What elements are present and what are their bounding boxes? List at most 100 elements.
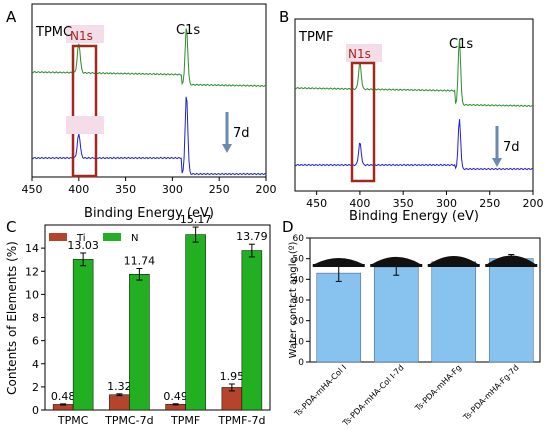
x-tick-label: 300 [436,197,457,210]
y-tick-label: 60 [293,234,305,244]
panel-label-c: C [6,218,16,236]
x-labels-c: TPMC TPMC-7d TPMF TPMF-7d [57,414,266,427]
x-tick-label: 400 [349,197,370,210]
element-bar-chart: 0 2 4 6 8 10 12 14 0.48 13.03 1.32 11.74 0.49 15.17 1… [5,213,271,427]
bar-n [241,250,263,411]
y-tick-label: 0 [32,404,39,417]
arrow-7d-b [492,126,502,167]
y-tick-label: 8 [32,312,39,325]
x-tick-label: 350 [393,197,414,210]
arrow-7d-a [222,112,232,153]
bar [316,272,362,363]
n1s-highlight-b [350,61,376,183]
droplet-icon [429,256,478,264]
bars-c: 0.48 13.03 1.32 11.74 0.49 15.17 1.95 13.79 [51,213,268,411]
n1s-label-bg-a [66,116,104,134]
y-ticks-d: 0 10 20 30 40 50 60 [293,234,310,368]
sample-label-a: TPMC [35,25,72,40]
x-tick-label: 300 [162,183,183,196]
category-label: Ts-PDA-mHA-Col I [292,363,348,419]
x-tick-label: 450 [306,197,327,210]
plot-frame-a [31,3,267,178]
x-ticks-a: 450 400 350 300 250 200 [22,177,277,196]
y-tick-label: 20 [293,317,305,327]
y-tick-label: 40 [293,275,305,285]
panel-label-d: D [282,218,294,236]
legend-label-n: N [131,233,138,244]
bar [431,261,477,363]
n1s-label-b: N1s [348,47,371,61]
x-tick-label: 250 [479,197,500,210]
substrate-icon [427,264,480,267]
y-tick-label: 30 [293,296,305,306]
value-label: 11.74 [124,254,156,267]
y-tick-label: 4 [32,358,39,371]
substrate-icon [485,264,538,267]
plot-frame-b [294,18,534,192]
droplet-icon [372,256,421,264]
bar-n [185,234,206,411]
x-tick-label: 350 [115,183,136,196]
y-tick-label: 6 [32,335,39,348]
category-label: TPMF-7d [217,414,265,427]
y-tick-label: 50 [293,255,305,265]
annotation-7d-a: 7d [233,126,250,141]
xps-panel-a: 450 400 350 300 250 200 TPMC N1s C1s 7d Bindi… [22,3,277,221]
legend-swatch-n [103,233,121,241]
y-ticks-c: 0 2 4 6 8 10 12 14 [25,242,45,417]
n1s-label-bg-a-top [66,25,104,43]
y-tick-label: 2 [32,381,39,394]
value-label: 13.03 [67,239,99,252]
category-label: TPMC-7d [104,414,153,427]
substrate-icon [370,264,423,267]
spectrum-blue-a [31,96,267,176]
value-label: 0.49 [163,390,188,403]
value-label: 1.95 [220,370,245,383]
bar-n [129,274,150,411]
bar-ti [109,394,130,411]
y-axis-label-c: Contents of Elements (%) [5,241,19,395]
value-label: 0.48 [51,390,76,403]
droplet-icon [314,257,363,264]
droplet-icon [487,255,536,264]
legend-label-ti: Ti [76,233,86,244]
y-tick-label: 12 [25,265,39,278]
annotation-7d-b: 7d [503,140,520,155]
category-label: Ts-PDA-mHA-Fg-7d [461,363,521,423]
y-tick-label: 10 [293,337,305,347]
category-label: TPMC [57,414,89,427]
value-label: 15.17 [180,213,212,226]
category-label: Ts-PDA-mHA-Fg [413,363,463,413]
c1s-label-b: C1s [449,37,473,52]
x-tick-label: 200 [523,197,544,210]
legend-c: Ti N [49,233,138,244]
x-tick-label: 400 [68,183,89,196]
sample-label-b: TPMF [298,30,333,45]
bars-d [312,254,538,363]
panel-label-b: B [279,8,289,26]
bar [373,266,419,363]
spectrum-green-a [31,28,267,88]
spectrum-green-b [294,39,534,108]
legend-swatch-ti [49,233,67,241]
n1s-highlight-a [71,44,98,178]
y-tick-label: 0 [298,358,304,368]
substrate-icon [312,264,365,267]
x-tick-label: 250 [209,183,230,196]
c1s-label-a: C1s [176,23,200,38]
n1s-label-bg-b [346,44,382,62]
x-tick-label: 200 [256,183,277,196]
y-tick-label: 14 [25,242,39,255]
xps-panel-b: 450 400 350 300 250 200 TPMF N1s C1s 7d Bindi… [294,18,544,224]
x-axis-label-b: Binding Energy (eV) [349,209,479,224]
x-axis-label-a: Binding Energy (eV) [84,206,214,221]
y-axis-label-d: Water contact angle (º) [288,242,299,359]
panel-label-a: A [6,8,17,26]
x-tick-label: 450 [22,183,43,196]
x-labels-d: Ts-PDA-mHA-Col ITs-PDA-mHA-Col I-7d Ts-PD… [292,363,521,428]
bar [488,258,534,363]
x-ticks-b: 450 400 350 300 250 200 [306,191,544,210]
category-label: Ts-PDA-mHA-Col I-7d [340,363,405,428]
